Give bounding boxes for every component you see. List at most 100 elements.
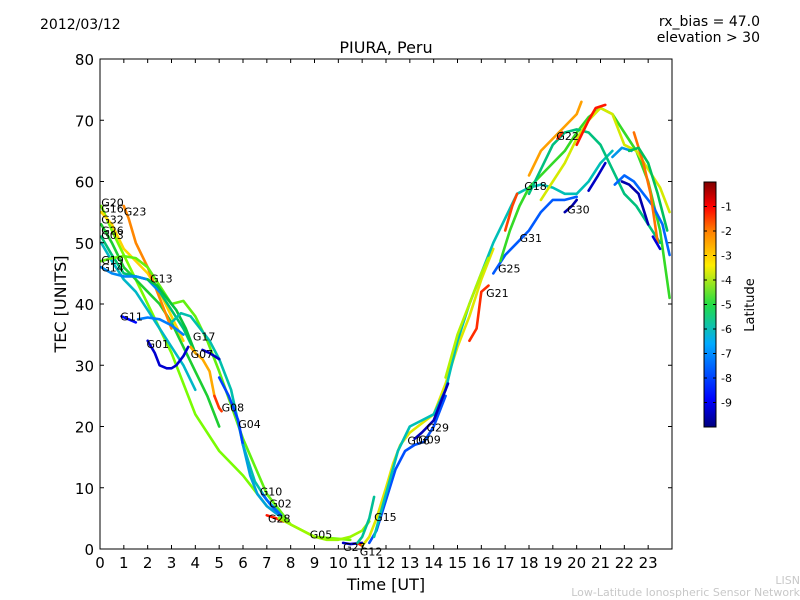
x-tick-label: 22 [615,554,634,572]
series-g08 [213,394,223,413]
colorbar-tick-label: -7 [721,348,732,361]
series-g18b [527,128,662,245]
satellite-label-g18: G18 [524,180,547,193]
y-axis-label: TEC [UNITS] [51,256,70,354]
x-tick-label: 3 [167,554,177,572]
satellite-label-g03: G03 [101,229,124,242]
satellite-label-g13: G13 [150,272,173,285]
satellite-label-g01: G01 [147,338,170,351]
colorbar-ticks: -9 -8 -7 -6 -5 -4 -3 -2 -1 [704,201,732,410]
series-gx6 [627,146,669,232]
x-tick-label: 17 [496,554,515,572]
y-tick-label: 50 [75,235,94,253]
satellite-label-g28: G28 [268,512,291,525]
colorbar-tick-label: -6 [721,323,732,336]
x-tick-label: 18 [519,554,538,572]
series-g07b [201,348,221,361]
series-g21 [444,256,490,379]
series-g01 [146,339,190,370]
series-g31 [499,106,671,300]
satellite-label-g11: G11 [120,310,143,323]
x-tick-label: 19 [543,554,562,572]
series-g32 [100,223,221,428]
x-tick-label: 7 [262,554,272,572]
satellite-label-g22: G22 [556,130,579,143]
satellite-label-g15: G15 [374,511,397,524]
y-tick-label: 70 [75,112,94,130]
satellite-label-g21: G21 [486,287,509,300]
x-tick-label: 21 [591,554,610,572]
colorbar-tick-label: -9 [721,397,732,410]
x-tick-label: 14 [424,554,443,572]
series-g20 [100,204,352,542]
satellite-label-g19: G19 [101,254,124,267]
y-tick-label: 20 [75,419,94,437]
colorbar-tick-label: -1 [721,201,732,214]
x-axis-label: Time [UT] [346,575,425,594]
series-g27 [360,247,495,548]
satellite-label-g26: G26 [101,225,124,238]
x-tick-label: 10 [329,554,348,572]
series-g30 [563,198,578,214]
series-gx7 [620,180,650,226]
series-g30b [587,161,607,192]
x-tick-label: 23 [639,554,658,572]
satellite-label-g32: G32 [101,214,124,227]
x-axis: 0 1 2 3 4 5 6 7 8 9 10 11 12 13 14 15 16 17 18 19 20 21 22 23 [95,59,658,572]
satellite-label-g06: G06 [407,435,430,448]
satellite-label-g23: G23 [124,206,147,219]
colorbar-tick-label: -3 [721,250,732,263]
series-g21b [468,284,490,343]
satellite-label-g30: G30 [567,204,590,217]
satellite-label-g29: G29 [427,422,450,435]
series-g11 [120,315,138,324]
footer-network-name: Low-Latitude Ionospheric Sensor Network [571,586,800,599]
satellite-label-g08: G08 [222,402,245,415]
x-tick-label: 20 [567,554,586,572]
satellite-label-g02: G02 [269,498,292,511]
series-gx2 [575,103,607,147]
x-tick-label: 1 [119,554,129,572]
series-g22b [556,131,564,140]
x-tick-label: 15 [448,554,467,572]
y-tick-label: 30 [75,357,94,375]
x-tick-label: 13 [400,554,419,572]
colorbar-tick-label: -2 [721,225,732,238]
series-g15 [356,495,376,545]
series-g13 [146,278,197,355]
satellite-label-g07: G07 [191,348,214,361]
x-tick-label: 5 [214,554,224,572]
y-tick-label: 10 [75,480,94,498]
x-tick-label: 6 [238,554,248,572]
series-layer [100,100,671,548]
y-tick-label: 40 [75,296,94,314]
x-tick-label: 4 [191,554,201,572]
x-tick-label: 2 [143,554,153,572]
series-gx4 [613,174,671,257]
x-tick-label: 0 [95,554,105,572]
date-label: 2012/03/12 [40,17,121,33]
satellite-label-g27: G27 [343,541,366,554]
chart-title: PIURA, Peru [339,38,433,57]
colorbar: -9 -8 -7 -6 -5 -4 -3 -2 -1 Latitude [703,181,758,428]
colorbar-tick-label: -5 [721,299,732,312]
series-g22 [527,100,583,177]
series-g10 [241,443,281,517]
satellite-label-g04: G04 [238,418,261,431]
series-g02 [260,492,283,517]
y-tick-label: 60 [75,174,94,192]
series-gx8 [651,235,662,251]
x-tick-label: 11 [353,554,372,572]
satellite-label-g16: G16 [101,202,124,215]
y-axis: 0 10 20 30 40 50 60 70 80 [75,51,672,559]
x-tick-label: 8 [286,554,296,572]
elevation-label: elevation > 30 [656,30,760,46]
rx-bias-label: rx_bias = 47.0 [658,14,760,30]
footer-lisn: LISN [775,574,800,587]
series-gx3 [611,146,633,159]
satellite-label-g25: G25 [498,263,521,276]
x-tick-label: 16 [472,554,491,572]
satellite-label-g20: G20 [101,196,124,209]
series-g18 [503,192,519,232]
